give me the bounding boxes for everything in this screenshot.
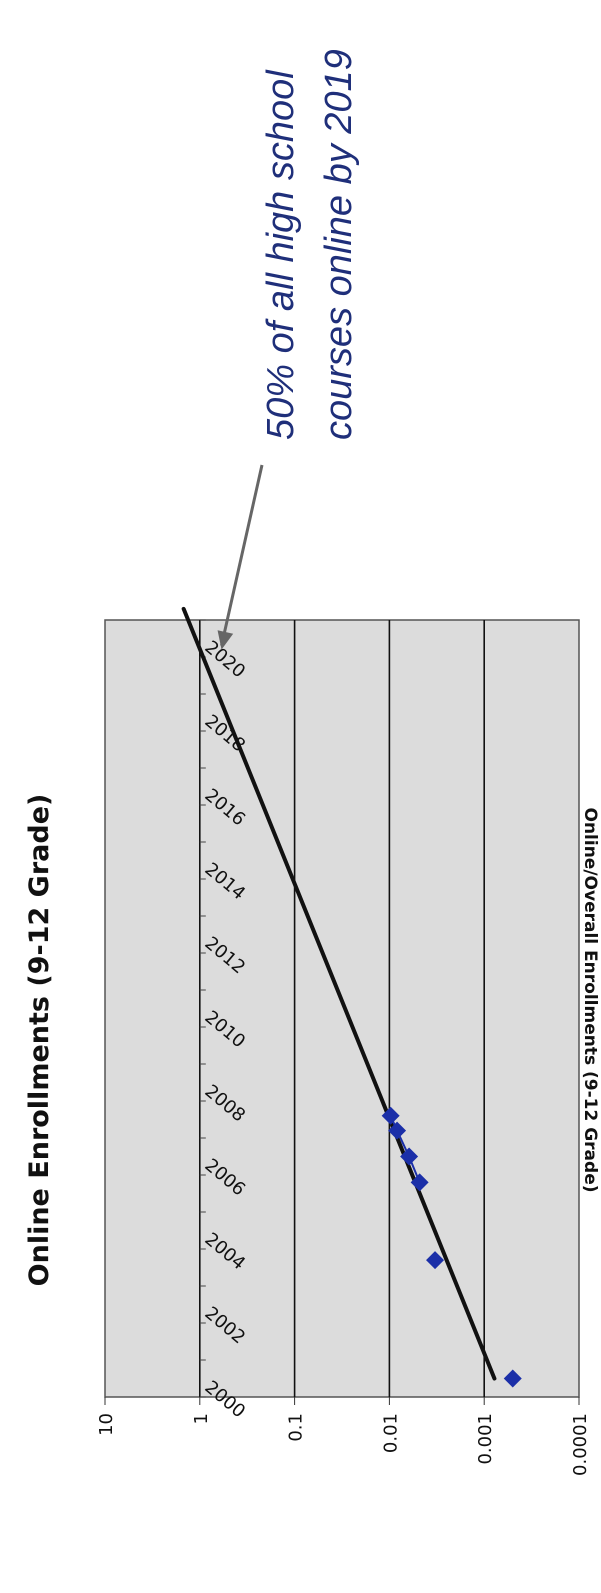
data-point <box>381 1106 400 1125</box>
annotation-arrowhead <box>217 630 234 650</box>
annotation-text: 50% of all high school courses online by … <box>260 49 360 440</box>
gridlines <box>199 620 486 1397</box>
data-point <box>426 1251 445 1270</box>
annotation-line: 50% of all high school <box>260 69 302 440</box>
annotation-arrow <box>220 464 264 646</box>
y-tick-label: 10 <box>96 1413 117 1436</box>
data-point <box>503 1369 522 1388</box>
data-point <box>400 1147 419 1166</box>
y-tick-label: 1 <box>191 1413 212 1424</box>
annotation: 50% of all high school courses online by … <box>217 49 360 650</box>
plot-background <box>104 619 580 1398</box>
y-axis: 10 1 0.1 0.01 0.001 0.0001 <box>96 1397 591 1476</box>
trend-line <box>181 606 497 1381</box>
y-tick-label: 0.0001 <box>570 1413 591 1476</box>
plot-area <box>104 619 580 1398</box>
y-axis-label: Online/Overall Enrollments (9-12 Grade) <box>580 808 600 1193</box>
data-points <box>381 1106 522 1388</box>
trendline <box>181 606 497 1381</box>
series-line <box>389 1115 421 1183</box>
y-tick-label: 0.001 <box>475 1413 496 1465</box>
chart-title: Online Enrollments (9-12 Grade) <box>24 794 55 1287</box>
y-tick-label: 0.01 <box>380 1413 401 1453</box>
data-point <box>388 1121 407 1140</box>
annotation-line: courses online by 2019 <box>318 49 360 440</box>
data-point <box>410 1173 429 1192</box>
y-tick-label: 0.1 <box>286 1413 307 1442</box>
